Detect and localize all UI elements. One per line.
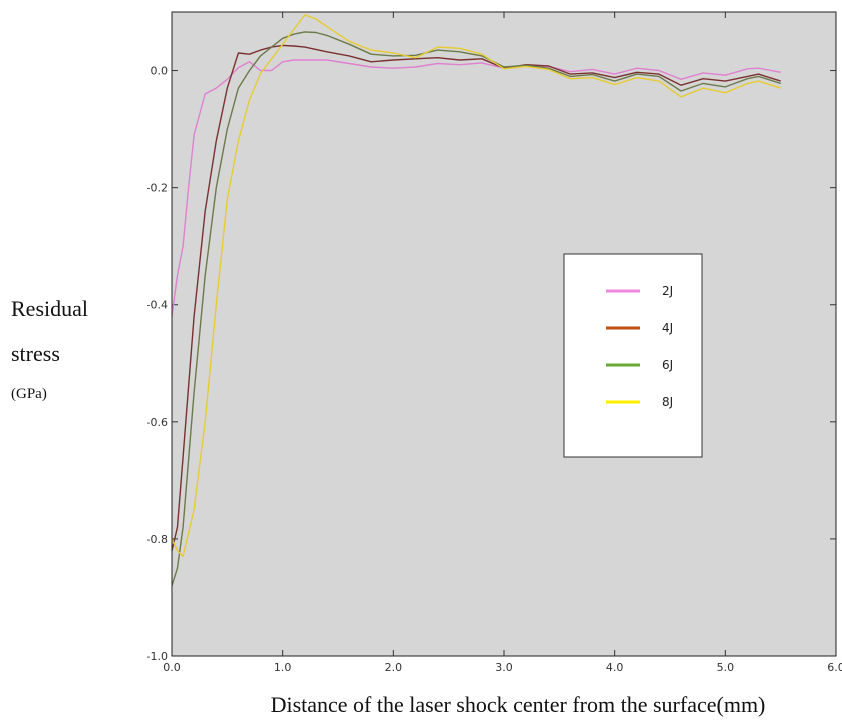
x-tick-label: 0.0 <box>163 661 181 674</box>
ylabel-line-1: Residual <box>11 296 88 321</box>
legend-label-2J: 2J <box>662 284 673 298</box>
ylabel-units: (GPa) <box>11 386 47 402</box>
x-tick-label: 5.0 <box>717 661 735 674</box>
y-tick-label: -0.8 <box>147 533 168 546</box>
legend-label-6J: 6J <box>662 358 673 372</box>
series-line-2J <box>171 59 781 317</box>
legend: 2J 4J 6J 8J <box>563 253 703 458</box>
xlabel: Distance of the laser shock center from … <box>271 692 766 717</box>
x-tick-label: 4.0 <box>606 661 624 674</box>
x-tick-label: 2.0 <box>385 661 403 674</box>
series-line-4J <box>171 44 781 551</box>
y-tick-label: -1.0 <box>147 650 168 663</box>
ylabel-line-2: stress <box>11 341 60 366</box>
series-lines <box>171 14 781 586</box>
y-tick-label: 0.0 <box>151 65 169 78</box>
x-tick-label: 6.0 <box>827 661 842 674</box>
series-line-8J <box>171 14 781 558</box>
plot-area <box>172 12 836 656</box>
x-tick-label: 1.0 <box>274 661 292 674</box>
series-line-6J <box>171 31 781 586</box>
x-tick-label: 3.0 <box>495 661 513 674</box>
y-tick-label: -0.4 <box>147 299 168 312</box>
y-tick-label: -0.6 <box>147 416 168 429</box>
y-axis: 0.0 -0.2 -0.4 -0.6 -0.8 -1.0 <box>147 65 836 663</box>
legend-box <box>563 253 703 458</box>
y-tick-label: -0.2 <box>147 182 168 195</box>
legend-label-8J: 8J <box>662 395 673 409</box>
plot-frame <box>171 11 837 657</box>
legend-label-4J: 4J <box>662 321 673 335</box>
